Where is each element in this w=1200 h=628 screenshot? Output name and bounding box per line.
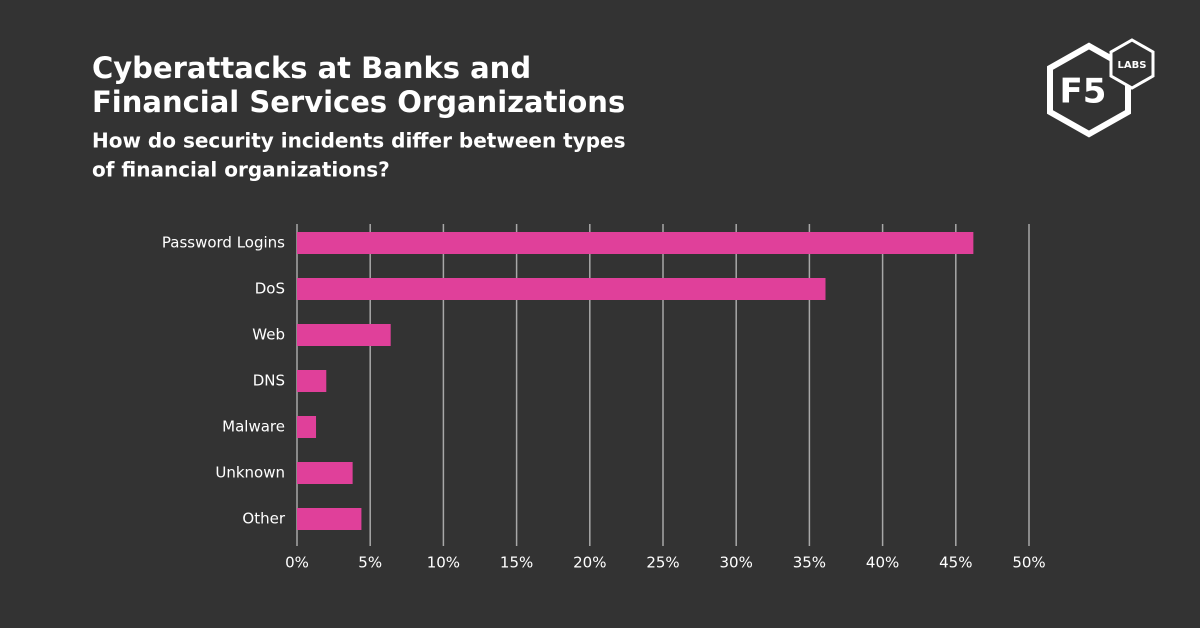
bar — [297, 370, 327, 392]
bar — [297, 232, 974, 254]
x-tick-label: 15% — [500, 554, 533, 572]
y-tick-label: Unknown — [215, 464, 285, 482]
x-tick-label: 40% — [866, 554, 899, 572]
chart-title: Cyberattacks at Banks and — [92, 51, 531, 85]
x-tick-label: 20% — [573, 554, 606, 572]
x-tick-label: 30% — [720, 554, 753, 572]
chart-title: Financial Services Organizations — [92, 85, 625, 119]
x-tick-label: 10% — [427, 554, 460, 572]
y-tick-label: Other — [242, 510, 285, 528]
bar — [297, 508, 362, 530]
logo-text: F5 — [1060, 72, 1107, 112]
x-tick-label: 5% — [358, 554, 382, 572]
logo-badge-text: LABS — [1118, 60, 1147, 71]
x-tick-label: 25% — [646, 554, 679, 572]
bar — [297, 416, 317, 438]
bar — [297, 324, 391, 346]
x-tick-label: 0% — [285, 554, 309, 572]
logo-badge — [1109, 38, 1155, 90]
x-tick-label: 45% — [939, 554, 972, 572]
chart-subtitle: How do security incidents differ between… — [92, 129, 626, 153]
bar — [297, 278, 826, 300]
y-tick-label: Password Logins — [162, 234, 285, 252]
x-tick-label: 50% — [1012, 554, 1045, 572]
chart-subtitle: of financial organizations? — [92, 158, 390, 182]
x-tick-label: 35% — [793, 554, 826, 572]
y-tick-label: Web — [252, 326, 285, 344]
bar — [297, 462, 353, 484]
y-tick-label: Malware — [222, 418, 285, 436]
y-tick-label: DNS — [253, 372, 285, 390]
y-tick-label: DoS — [255, 280, 285, 298]
logo: F5 LABS — [1047, 38, 1155, 138]
